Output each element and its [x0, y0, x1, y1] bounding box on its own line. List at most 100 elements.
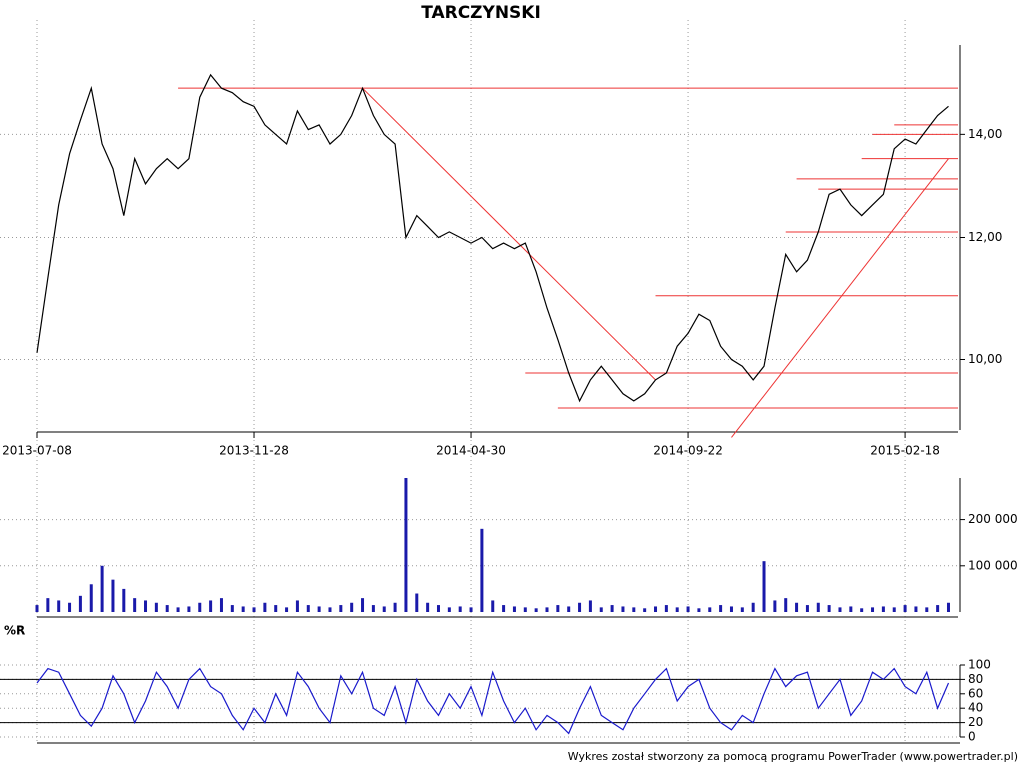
volume-bar	[230, 605, 234, 612]
volume-bar	[165, 605, 169, 612]
volume-bar	[350, 602, 354, 612]
volume-bar	[328, 607, 332, 612]
volume-bar	[100, 565, 104, 612]
volume-bar	[393, 602, 397, 612]
volume-bar	[729, 606, 733, 612]
volume-bar	[35, 605, 39, 612]
volume-bar	[469, 607, 473, 612]
volume-bar	[458, 606, 462, 612]
volume-bar	[480, 528, 484, 612]
y-tick-label: 14,00	[968, 127, 1002, 141]
volume-bar	[209, 600, 213, 612]
volume-bar	[176, 607, 180, 612]
volume-bar	[849, 606, 853, 612]
volume-bar	[512, 606, 516, 612]
y-tick-label: 100	[968, 658, 991, 672]
volume-bar	[111, 579, 115, 612]
volume-bar	[252, 607, 256, 612]
volume-bar	[871, 607, 875, 612]
volume-bar	[263, 602, 267, 612]
volume-bar	[784, 598, 788, 612]
x-tick-label: 2014-09-22	[653, 444, 723, 458]
volume-bar	[599, 607, 603, 612]
y-tick-label: 60	[968, 686, 983, 700]
volume-bar	[122, 588, 126, 612]
volume-bar	[892, 607, 896, 612]
volume-bar	[46, 598, 50, 612]
volume-bar	[795, 602, 799, 612]
volume-bar	[719, 605, 723, 612]
panel-title: %R	[4, 624, 25, 638]
volume-bar	[632, 607, 636, 612]
volume-bar	[805, 605, 809, 612]
volume-bar	[144, 600, 148, 612]
y-tick-label: 40	[968, 701, 983, 715]
volume-bar	[198, 602, 202, 612]
volume-bar	[881, 606, 885, 612]
volume-bar	[697, 608, 701, 612]
volume-bar	[860, 608, 864, 612]
x-tick-label: 2014-04-30	[436, 444, 506, 458]
volume-bar	[382, 606, 386, 612]
volume-bar	[545, 607, 549, 612]
x-tick-label: 2013-11-28	[219, 444, 289, 458]
volume-bar	[946, 602, 950, 612]
volume-bar	[773, 600, 777, 612]
volume-bar	[903, 605, 907, 612]
volume-bar	[708, 607, 712, 612]
volume-bar	[523, 607, 527, 612]
volume-bar	[588, 600, 592, 612]
volume-bar	[404, 478, 408, 612]
y-tick-label: 100 000	[968, 558, 1018, 572]
volume-bar	[578, 602, 582, 612]
volume-bar	[751, 602, 755, 612]
y-tick-label: 10,00	[968, 352, 1002, 366]
volume-bar	[187, 606, 191, 612]
volume-bar	[447, 607, 451, 612]
volume-bar	[371, 605, 375, 612]
y-tick-label: 200 000	[968, 512, 1018, 526]
volume-bar	[621, 606, 625, 612]
volume-bar	[241, 606, 245, 612]
volume-bar	[68, 602, 72, 612]
volume-bar	[643, 608, 647, 612]
volume-bar	[133, 598, 137, 612]
volume-bar	[740, 607, 744, 612]
volume-bar	[361, 598, 365, 612]
y-tick-label: 12,00	[968, 230, 1002, 244]
volume-bar	[567, 606, 571, 612]
volume-bar	[339, 605, 343, 612]
volume-bar	[827, 605, 831, 612]
price-line	[36, 667, 950, 735]
x-tick-label: 2015-02-18	[870, 444, 940, 458]
y-tick-label: 20	[968, 715, 983, 729]
volume-bar	[762, 561, 766, 612]
volume-bar	[925, 607, 929, 612]
volume-bar	[57, 600, 61, 612]
volume-bar	[914, 606, 918, 612]
volume-bar	[317, 606, 321, 612]
footer: Wykres został stworzony za pomocą progra…	[568, 750, 1018, 763]
volume-bar	[89, 584, 93, 612]
volume-bar	[219, 598, 223, 612]
volume-bar	[274, 605, 278, 612]
y-tick-label: 0	[968, 730, 976, 744]
volume-bar	[426, 602, 430, 612]
volume-bar	[78, 595, 82, 612]
volume-bar	[816, 602, 820, 612]
trend-line	[362, 87, 656, 381]
volume-bar	[285, 607, 289, 612]
x-tick-label: 2013-07-08	[2, 444, 72, 458]
volume-bar	[436, 605, 440, 612]
price-line	[36, 73, 949, 403]
volume-bar	[295, 600, 299, 612]
volume-bar	[491, 600, 495, 612]
volume-bar	[686, 606, 690, 612]
chart-title: TARCZYNSKI	[421, 3, 541, 23]
volume-bar	[610, 605, 614, 612]
volume-bar	[534, 608, 538, 612]
y-tick-label: 80	[968, 672, 983, 686]
volume-bar	[654, 606, 658, 612]
volume-bar	[502, 605, 506, 612]
